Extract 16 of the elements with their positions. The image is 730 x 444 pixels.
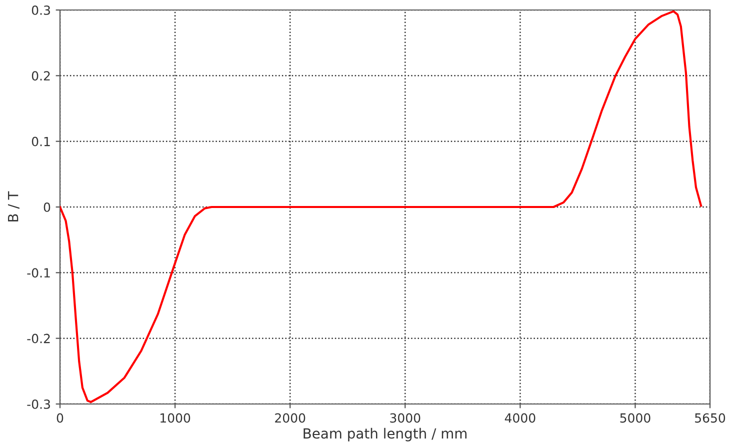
y-tick-label: 0 [44,202,50,212]
x-tick-label: 3000 [390,413,420,423]
x-axis-title: Beam path length / mm [304,428,466,442]
y-tick-label: 0.2 [32,71,50,81]
y-tick-label: -0.2 [27,334,50,344]
y-tick-label: 0.3 [32,5,50,15]
x-tick-label: 5650 [695,413,726,423]
x-tick-label: 2000 [275,413,306,423]
x-tick-label: 4000 [504,413,536,423]
x-tick-label: 5000 [620,413,650,423]
y-axis-title: B / T [8,191,20,222]
y-tick-label: -0.3 [27,399,50,409]
y-tick-label: 0.1 [32,136,50,146]
x-tick-label: 1000 [160,413,190,423]
y-tick-label: -0.1 [27,268,50,278]
x-tick-label: 0 [56,413,64,423]
